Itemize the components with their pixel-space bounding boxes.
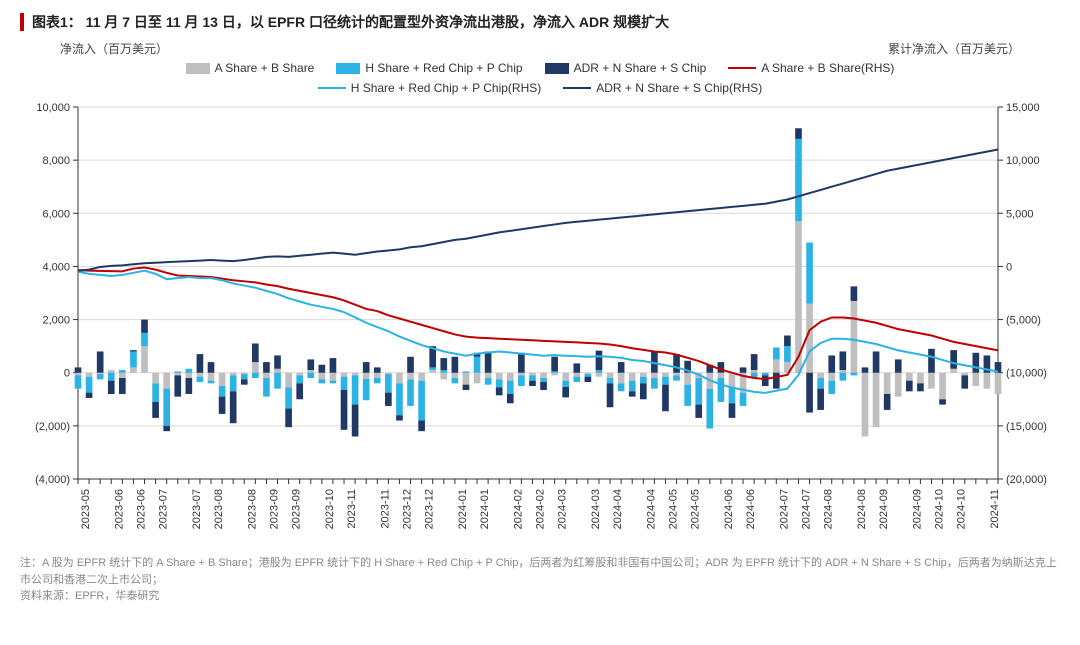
svg-text:2023-06: 2023-06: [136, 489, 148, 529]
legend-item: ADR + N Share + S Chip(RHS): [563, 81, 762, 95]
svg-text:2024-07: 2024-07: [778, 489, 790, 529]
svg-text:2024-10: 2024-10: [956, 489, 968, 529]
bar-swatch-icon: [186, 63, 210, 74]
right-axis-title: 累计净流入（百万美元）: [888, 40, 1020, 57]
legend-item: H Share + Red Chip + P Chip(RHS): [318, 81, 542, 95]
title-bar: 图表1： 11 月 7 日至 11 月 13 日，以 EPFR 口径统计的配置型…: [20, 12, 1060, 32]
svg-text:2023-09: 2023-09: [291, 489, 303, 529]
svg-text:2024-05: 2024-05: [690, 489, 702, 529]
svg-text:2024-03: 2024-03: [557, 489, 569, 529]
svg-text:10,000: 10,000: [36, 102, 70, 114]
legend-item: A Share + B Share: [186, 61, 315, 75]
bar-swatch-icon: [336, 63, 360, 74]
svg-text:2023-07: 2023-07: [191, 489, 203, 529]
legend-label: ADR + N Share + S Chip: [574, 61, 707, 75]
footnote-definition: 注：A 股为 EPFR 统计下的 A Share + B Share；港股为 E…: [20, 555, 1060, 588]
svg-text:8,000: 8,000: [42, 155, 70, 167]
chart-figure: 图表1： 11 月 7 日至 11 月 13 日，以 EPFR 口径统计的配置型…: [0, 0, 1080, 645]
svg-text:(2,000): (2,000): [35, 421, 70, 433]
legend-label: A Share + B Share: [215, 61, 315, 75]
svg-text:(15,000): (15,000): [1006, 421, 1047, 433]
svg-text:6,000: 6,000: [42, 208, 70, 220]
svg-text:10,000: 10,000: [1006, 155, 1040, 167]
legend: A Share + B Share H Share + Red Chip + P …: [20, 57, 1060, 99]
legend-label: H Share + Red Chip + P Chip: [365, 61, 522, 75]
axis-titles-row: 净流入（百万美元） 累计净流入（百万美元）: [20, 40, 1060, 57]
svg-text:2024-08: 2024-08: [823, 489, 835, 529]
legend-item: ADR + N Share + S Chip: [545, 61, 707, 75]
svg-text:5,000: 5,000: [1006, 208, 1034, 220]
svg-text:2024-01: 2024-01: [479, 489, 491, 529]
footnote-source: 资料来源：EPFR，华泰研究: [20, 588, 1060, 605]
svg-text:2024-06: 2024-06: [723, 489, 735, 529]
svg-text:2024-09: 2024-09: [911, 489, 923, 529]
svg-text:4,000: 4,000: [42, 261, 70, 273]
line-swatch-icon: [563, 87, 591, 89]
svg-text:2023-05: 2023-05: [80, 489, 92, 529]
svg-text:0: 0: [64, 368, 70, 380]
svg-text:2024-09: 2024-09: [878, 489, 890, 529]
svg-text:2024-10: 2024-10: [934, 489, 946, 529]
svg-text:2024-02: 2024-02: [535, 489, 547, 529]
svg-text:2023-11: 2023-11: [379, 489, 391, 529]
svg-text:2024-06: 2024-06: [745, 489, 757, 529]
svg-text:2023-12: 2023-12: [402, 489, 414, 529]
combo-chart-svg: (4,000) (2,000) 0 2,000 4,000 6,000 8,000 10,00…: [20, 99, 1060, 549]
svg-text:2024-07: 2024-07: [801, 489, 813, 529]
svg-text:2023-10: 2023-10: [324, 489, 336, 529]
svg-text:2023-11: 2023-11: [346, 489, 358, 529]
chart-area: (4,000) (2,000) 0 2,000 4,000 6,000 8,000 10,00…: [20, 99, 1060, 549]
legend-item: A Share + B Share(RHS): [728, 61, 894, 75]
legend-label: H Share + Red Chip + P Chip(RHS): [351, 81, 542, 95]
svg-text:2024-11: 2024-11: [989, 489, 1001, 529]
svg-text:2024-02: 2024-02: [512, 489, 524, 529]
left-axis-title: 净流入（百万美元）: [60, 40, 168, 57]
line-swatch-icon: [318, 87, 346, 89]
svg-text:2024-04: 2024-04: [612, 489, 624, 529]
svg-text:(10,000): (10,000): [1006, 368, 1047, 380]
svg-text:(20,000): (20,000): [1006, 474, 1047, 486]
svg-text:(4,000): (4,000): [35, 474, 70, 486]
title-accent: [20, 13, 24, 31]
svg-text:2023-12: 2023-12: [424, 489, 436, 529]
line-swatch-icon: [728, 67, 756, 69]
svg-text:2024-03: 2024-03: [590, 489, 602, 529]
svg-text:2023-06: 2023-06: [113, 489, 125, 529]
svg-text:2024-04: 2024-04: [645, 489, 657, 529]
bar-swatch-icon: [545, 63, 569, 74]
svg-text:2023-07: 2023-07: [158, 489, 170, 529]
svg-text:2024-08: 2024-08: [856, 489, 868, 529]
legend-label: A Share + B Share(RHS): [761, 61, 894, 75]
legend-label: ADR + N Share + S Chip(RHS): [596, 81, 762, 95]
svg-text:2023-08: 2023-08: [213, 489, 225, 529]
svg-text:2024-05: 2024-05: [668, 489, 680, 529]
svg-text:2,000: 2,000: [42, 315, 70, 327]
footnotes: 注：A 股为 EPFR 统计下的 A Share + B Share；港股为 E…: [20, 549, 1060, 605]
svg-text:0: 0: [1006, 261, 1012, 273]
chart-title: 图表1： 11 月 7 日至 11 月 13 日，以 EPFR 口径统计的配置型…: [32, 12, 669, 32]
svg-text:15,000: 15,000: [1006, 102, 1040, 114]
svg-text:(5,000): (5,000): [1006, 315, 1041, 327]
svg-text:2024-01: 2024-01: [457, 489, 469, 529]
svg-text:2023-09: 2023-09: [269, 489, 281, 529]
legend-item: H Share + Red Chip + P Chip: [336, 61, 522, 75]
svg-text:2023-08: 2023-08: [246, 489, 258, 529]
